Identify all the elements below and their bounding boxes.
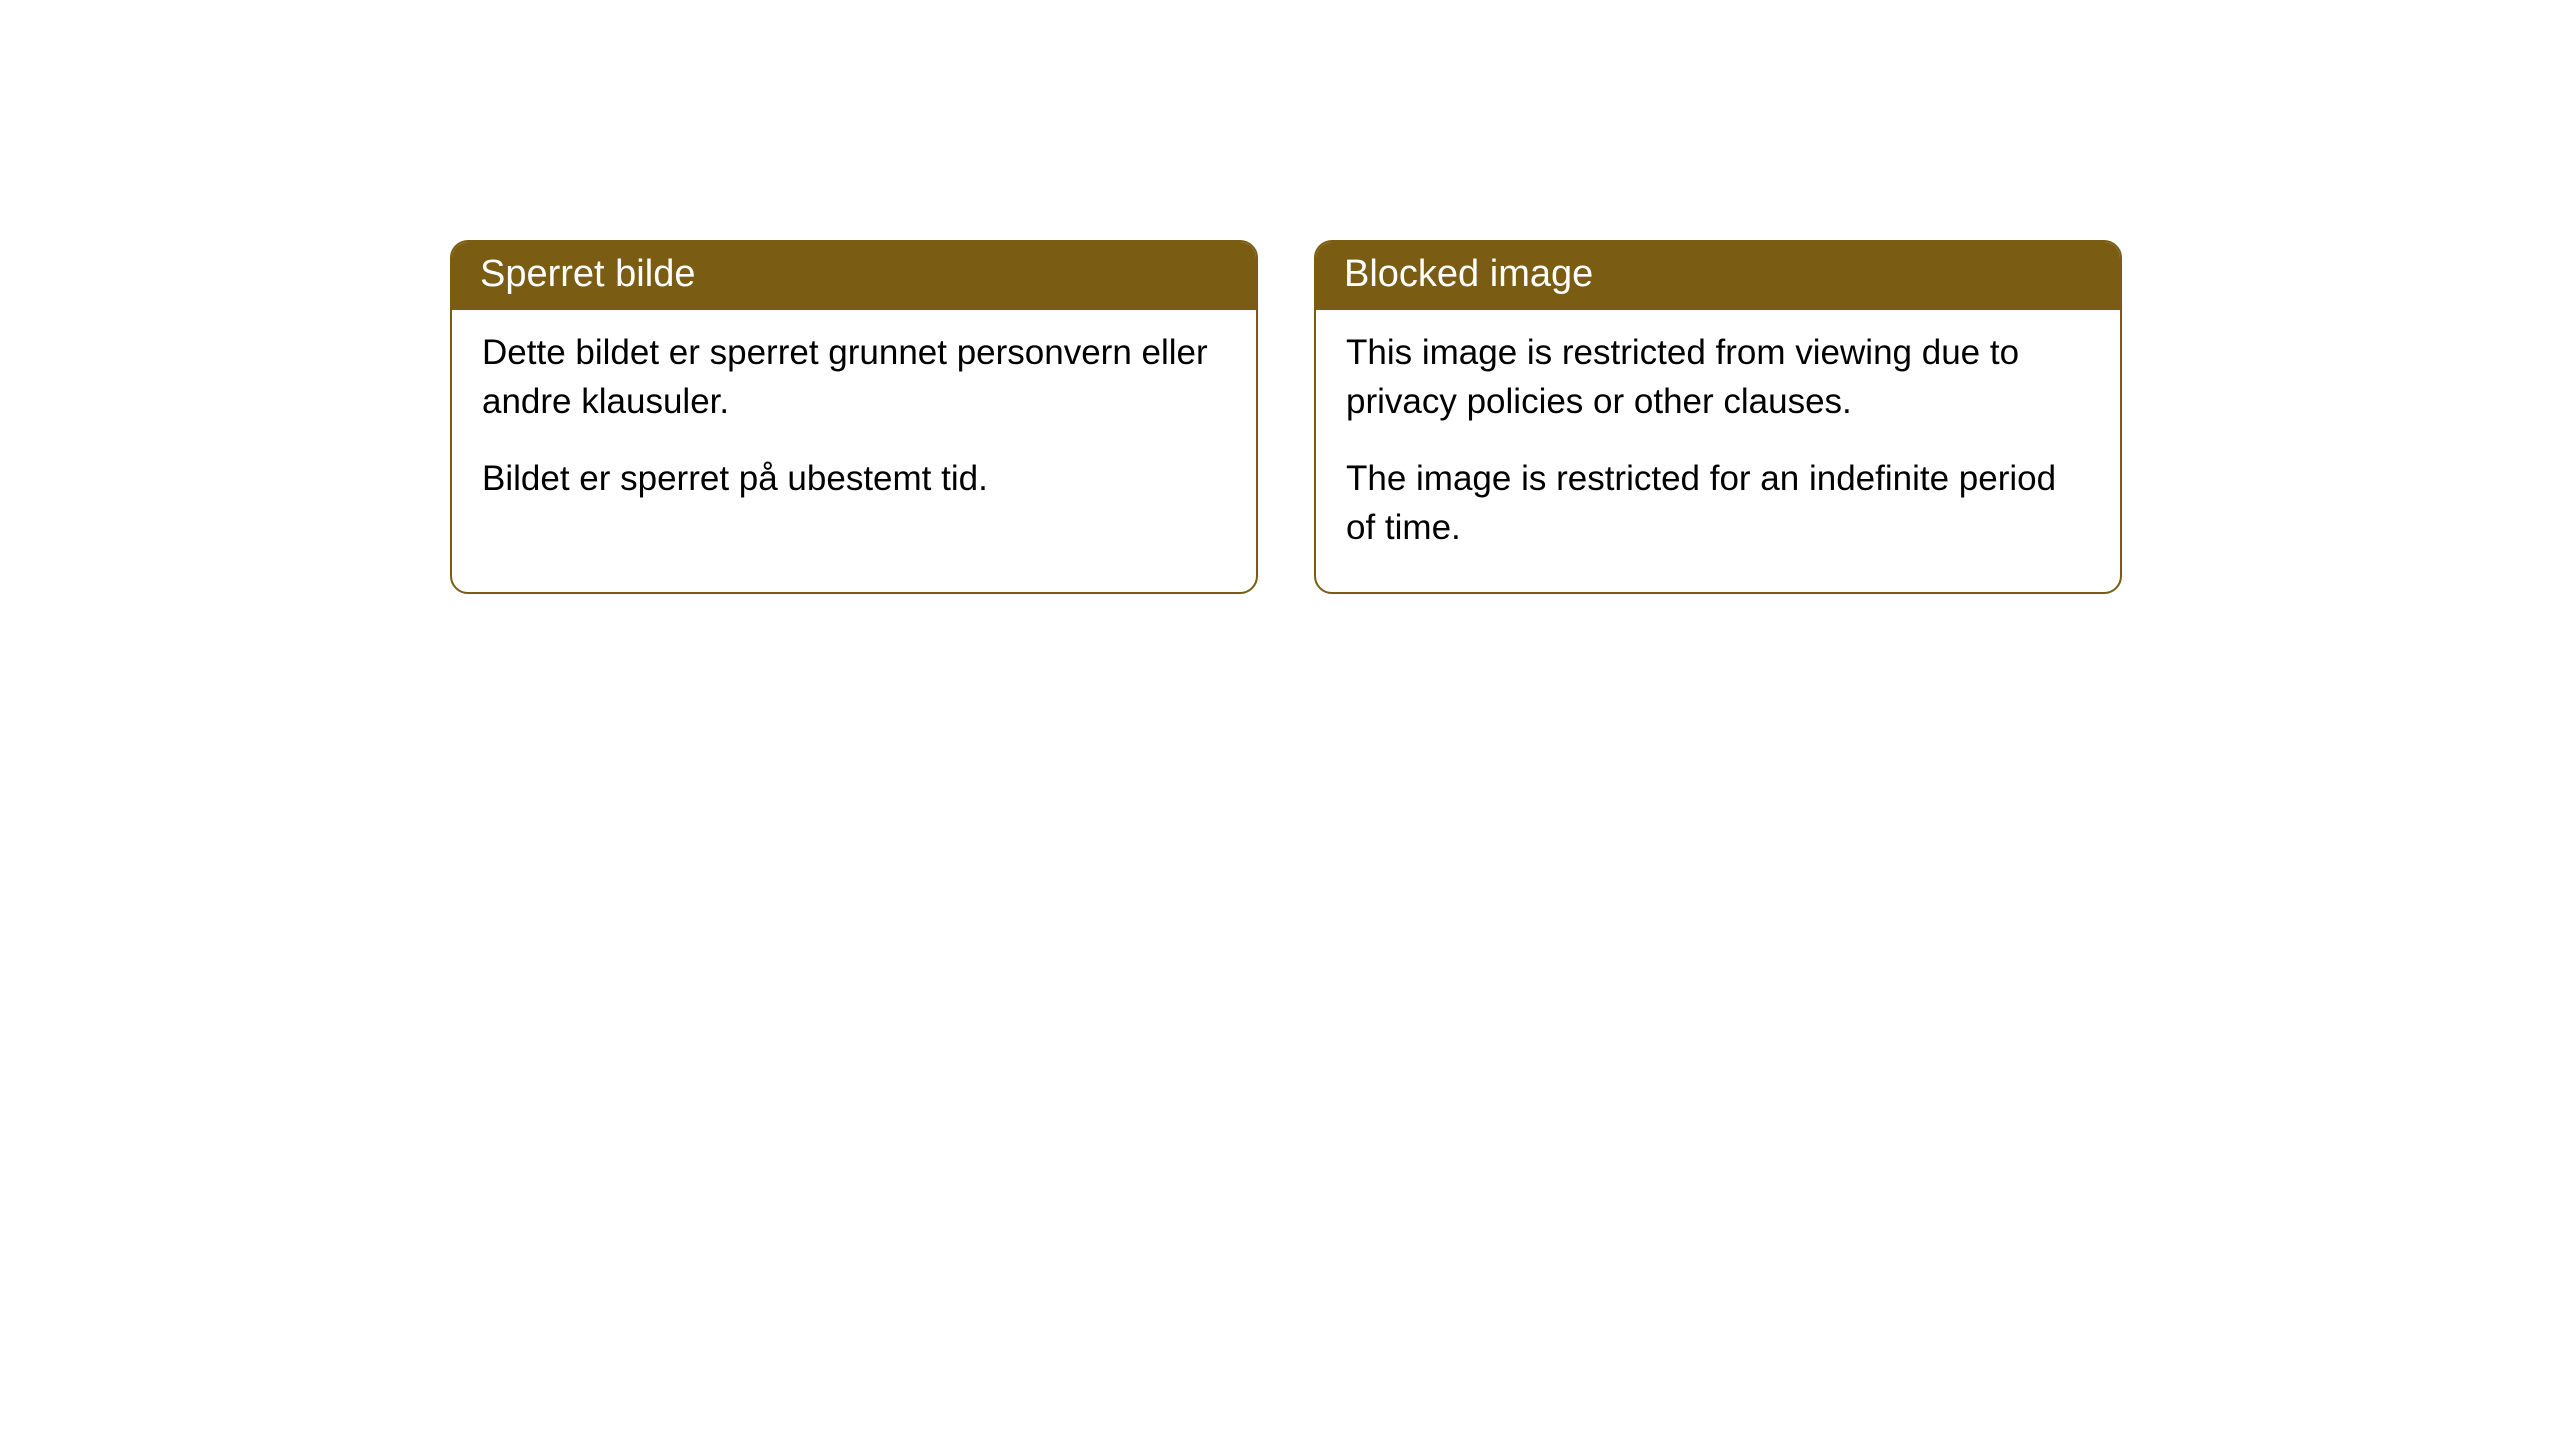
card-body-english: This image is restricted from viewing du… xyxy=(1316,310,2120,592)
notice-card-english: Blocked image This image is restricted f… xyxy=(1314,240,2122,594)
card-paragraph: The image is restricted for an indefinit… xyxy=(1346,454,2090,552)
notice-cards-container: Sperret bilde Dette bildet er sperret gr… xyxy=(450,240,2122,594)
card-title: Blocked image xyxy=(1344,253,1593,295)
card-paragraph: Dette bildet er sperret grunnet personve… xyxy=(482,328,1226,426)
card-paragraph: This image is restricted from viewing du… xyxy=(1346,328,2090,426)
card-title: Sperret bilde xyxy=(480,253,695,295)
card-body-norwegian: Dette bildet er sperret grunnet personve… xyxy=(452,310,1256,543)
card-header-norwegian: Sperret bilde xyxy=(452,242,1256,310)
notice-card-norwegian: Sperret bilde Dette bildet er sperret gr… xyxy=(450,240,1258,594)
card-header-english: Blocked image xyxy=(1316,242,2120,310)
card-paragraph: Bildet er sperret på ubestemt tid. xyxy=(482,454,1226,503)
